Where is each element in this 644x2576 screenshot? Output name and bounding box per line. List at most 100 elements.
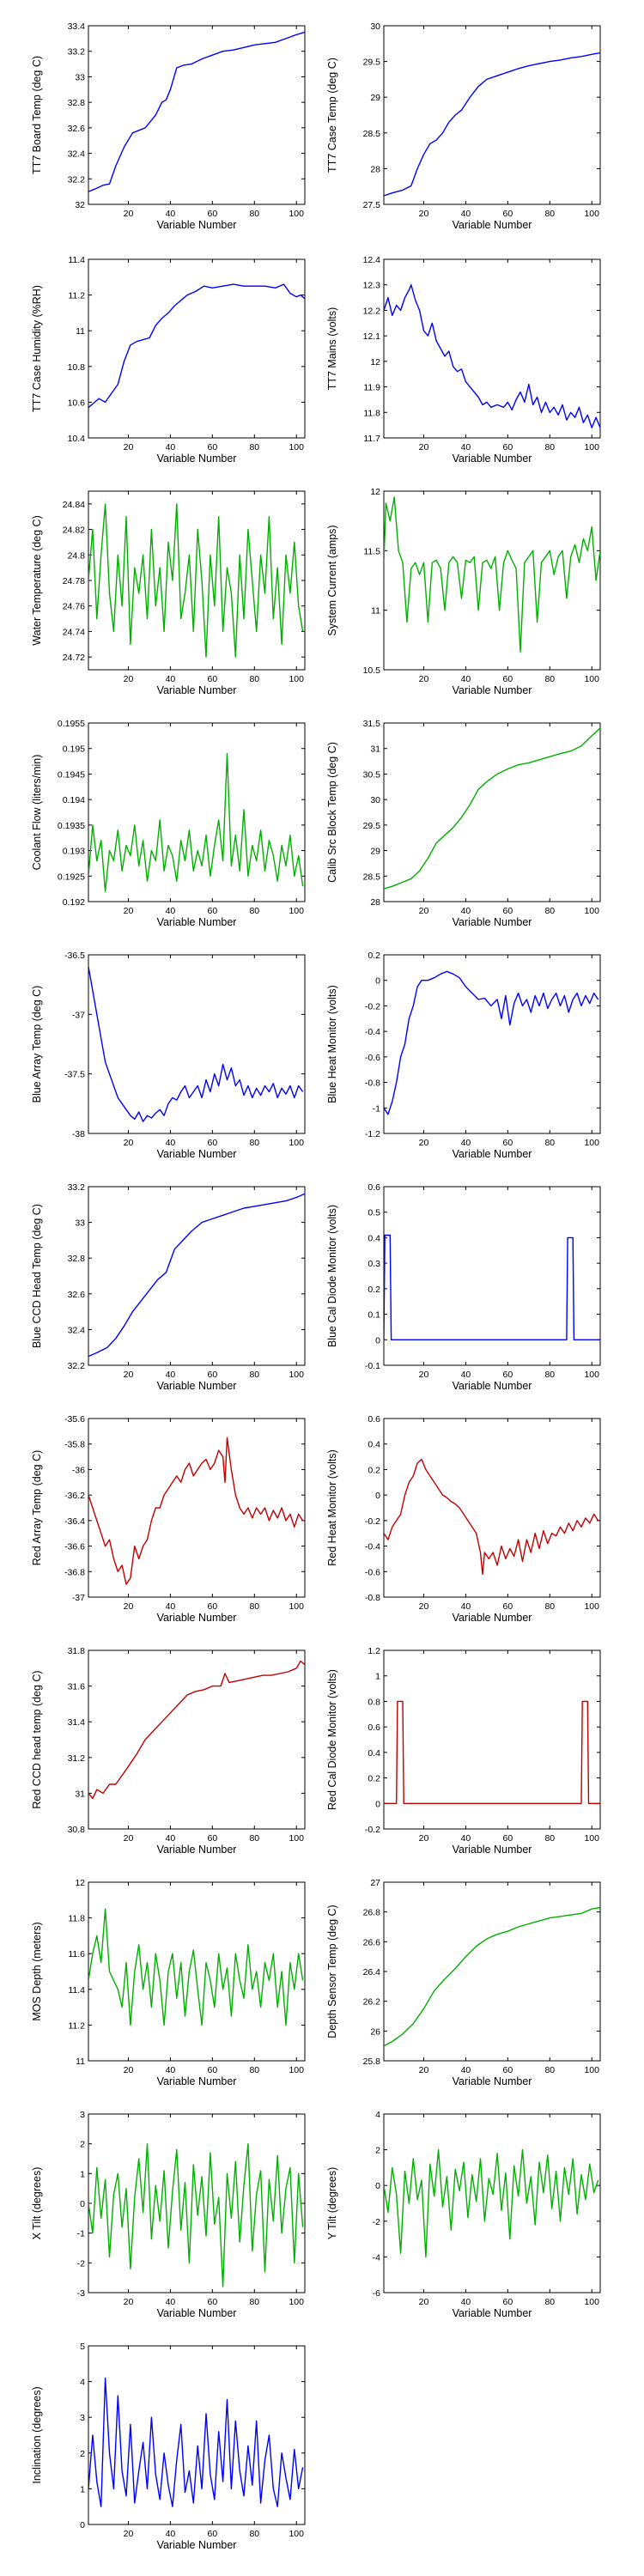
y-axis-label: System Current (amps) xyxy=(326,525,338,635)
series-line xyxy=(88,753,304,892)
y-axis-label: Depth Sensor Temp (deg C) xyxy=(326,1905,338,2038)
x-tick-label: 80 xyxy=(249,1370,259,1380)
plot-frame xyxy=(88,722,306,902)
x-tick-label: 80 xyxy=(544,1370,555,1380)
chart-panel-1: 32 32.2 32.4 32.6 32.8 33 33.2 33.4 20 40 60 80 100 V… xyxy=(31,21,306,231)
y-tick-label: 0.1 xyxy=(368,1310,380,1321)
x-tick-label: 20 xyxy=(419,1601,429,1612)
y-tick-label: 31 xyxy=(370,744,380,755)
chart-panel-19: -3 -2 -1 0 1 2 3 20 40 60 80 100 Variable Number X Ti… xyxy=(31,2110,306,2319)
x-axis-label: Variable Number xyxy=(157,1148,237,1160)
y-tick-label: -36 xyxy=(72,1465,85,1475)
x-tick-label: 80 xyxy=(249,1601,259,1612)
x-tick-label: 20 xyxy=(419,1138,429,1148)
series-line xyxy=(384,52,600,197)
x-tick-label: 80 xyxy=(249,2065,259,2075)
series-line xyxy=(384,1234,600,1340)
x-tick-label: 100 xyxy=(289,2297,304,2307)
y-tick-label: 0.8 xyxy=(368,1697,380,1707)
y-tick-label: 30.8 xyxy=(68,1825,86,1835)
y-axis-label: X Tilt (degrees) xyxy=(31,2167,43,2240)
series-line xyxy=(88,31,305,192)
y-tick-label: 32.4 xyxy=(68,1325,86,1335)
chart-panel-18: 25.8 26 26.2 26.4 26.6 26.8 27 20 40 60 80 100 Varia… xyxy=(326,1878,601,2087)
x-tick-label: 80 xyxy=(249,2297,259,2307)
y-tick-label: 4 xyxy=(80,2378,85,2388)
x-tick-label: 80 xyxy=(249,209,259,219)
x-tick-label: 20 xyxy=(124,1833,134,1844)
series-line xyxy=(88,1660,305,1800)
x-tick-label: 40 xyxy=(166,674,176,684)
y-axis-label: Red CCD head temp (deg C) xyxy=(31,1670,43,1808)
y-tick-label: 24.72 xyxy=(63,653,85,663)
y-tick-label: 24.8 xyxy=(68,550,86,561)
y-tick-label: 24.84 xyxy=(63,500,85,510)
y-axis-label: Red Array Temp (deg C) xyxy=(31,1450,43,1566)
y-tick-label: 26.8 xyxy=(363,1908,381,1918)
y-tick-label: -36.2 xyxy=(64,1491,85,1501)
plot-frame xyxy=(383,1649,601,1830)
y-tick-label: 0 xyxy=(375,1335,380,1346)
y-tick-label: 0.1945 xyxy=(58,769,85,780)
x-tick-label: 100 xyxy=(289,1601,304,1612)
y-tick-label: 0.3 xyxy=(368,1259,380,1269)
x-tick-label: 80 xyxy=(544,906,555,916)
plot-frame xyxy=(88,1649,306,1830)
x-axis-label: Variable Number xyxy=(453,1148,532,1160)
x-tick-label: 80 xyxy=(249,2529,259,2539)
y-tick-label: 24.78 xyxy=(63,576,85,586)
y-tick-label: 28 xyxy=(370,897,380,908)
y-tick-label: -36.6 xyxy=(64,1542,85,1552)
y-tick-label: 2 xyxy=(375,2146,380,2156)
y-tick-label: 29 xyxy=(370,847,380,857)
x-tick-label: 20 xyxy=(124,906,134,916)
y-axis-label: TT7 Mains (volts) xyxy=(326,307,338,391)
plot-frame xyxy=(88,1418,306,1598)
series-line xyxy=(88,1908,304,2026)
x-tick-label: 60 xyxy=(503,674,513,684)
y-tick-label: 11 xyxy=(76,2057,85,2067)
x-tick-label: 40 xyxy=(166,1833,176,1844)
y-tick-label: 31.2 xyxy=(68,1753,86,1764)
series-line xyxy=(384,284,600,428)
y-tick-label: 4 xyxy=(375,2110,380,2120)
chart-panel-16: -0.2 0 0.2 0.4 0.6 0.8 1 1.2 20 40 60 80 100 Variable… xyxy=(326,1646,601,1856)
y-tick-label: 0.194 xyxy=(63,795,85,805)
x-tick-label: 60 xyxy=(208,442,218,453)
x-axis-label: Variable Number xyxy=(157,219,237,231)
y-tick-label: -0.4 xyxy=(365,1027,380,1037)
y-tick-label: 11.4 xyxy=(68,1985,85,1996)
chart-panel-3: 10.4 10.6 10.8 11 11.2 11.4 20 40 60 80 100 Variabl… xyxy=(31,255,306,465)
y-axis-label: Red Heat Monitor (volts) xyxy=(326,1449,338,1565)
x-axis-label: Variable Number xyxy=(453,1380,532,1392)
y-tick-label: 27 xyxy=(370,1878,380,1888)
y-axis-label: Blue CCD Head Temp (deg C) xyxy=(31,1204,43,1348)
series-line xyxy=(384,727,600,890)
y-tick-label: 12.3 xyxy=(363,281,381,291)
y-tick-label: 12 xyxy=(370,357,380,368)
x-axis-label: Variable Number xyxy=(157,2539,237,2551)
plot-frame xyxy=(383,1418,601,1598)
x-axis-label: Variable Number xyxy=(157,1612,237,1624)
y-tick-label: 0.2 xyxy=(368,1774,380,1784)
x-tick-label: 40 xyxy=(166,1370,176,1380)
series-line xyxy=(384,970,599,1115)
y-tick-label: 33.2 xyxy=(68,1182,86,1193)
y-tick-label: 11.9 xyxy=(363,383,380,393)
x-tick-label: 80 xyxy=(249,674,259,684)
chart-panel-20: -6 -4 -2 0 2 4 20 40 60 80 100 Variable Number Y Til… xyxy=(326,2110,601,2319)
series-line xyxy=(88,283,305,409)
x-tick-label: 40 xyxy=(461,2297,471,2307)
x-tick-label: 40 xyxy=(166,2297,176,2307)
y-tick-label: 0.6 xyxy=(368,1182,380,1193)
x-tick-label: 60 xyxy=(503,2065,513,2075)
y-tick-label: 1 xyxy=(375,1672,380,1682)
y-tick-label: 12.1 xyxy=(363,331,381,342)
chart-panel-14: -0.8 -0.6 -0.4 -0.2 0 0.2 0.4 0.6 20 40 60 80 100 Var… xyxy=(326,1414,601,1624)
plot-frame xyxy=(88,2345,306,2525)
x-tick-label: 100 xyxy=(584,906,599,916)
plot-frame xyxy=(383,1186,601,1366)
y-tick-label: 0 xyxy=(375,976,380,987)
x-tick-label: 20 xyxy=(124,1138,134,1148)
y-tick-label: 5 xyxy=(80,2342,85,2352)
